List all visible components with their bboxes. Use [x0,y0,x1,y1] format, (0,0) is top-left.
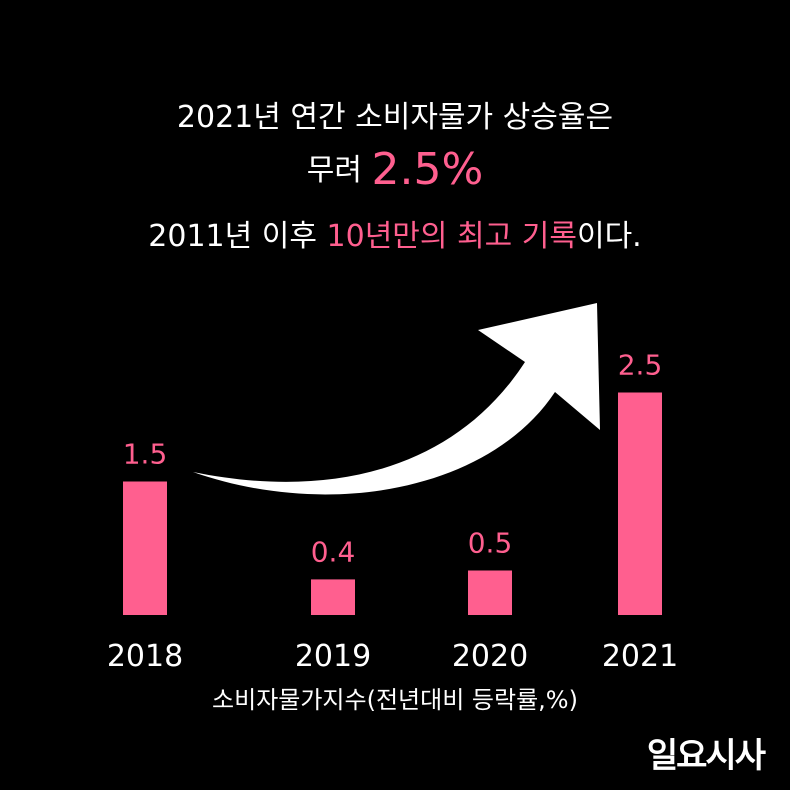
headline-line-2-prefix: 무려 [306,153,372,188]
headline-highlight-rate: 2.5% [371,144,484,195]
bars-group [123,392,662,615]
headline-line-3: 2011년 이후 10년만의 최고 기록이다. [0,211,790,255]
category-label-2020: 2020 [452,639,528,674]
category-label-2021: 2021 [602,639,678,674]
headline-line-1: 2021년 연간 소비자물가 상승율은 [176,100,614,135]
category-label-2019: 2019 [295,639,371,674]
value-label-2021: 2.5 [618,349,663,382]
headline-line-3-prefix: 2011년 이후 [148,219,327,254]
value-labels-group: 1.5 0.4 0.5 2.5 [123,349,663,569]
bar-2021 [618,392,662,615]
trend-arrow-icon [193,303,600,495]
publisher-logo: 일요시사 [646,736,766,776]
headline-line-3-highlight: 10년만의 최고 기록 [326,219,577,254]
x-axis-label: 소비자물가지수(전년대비 등락률,%) [212,686,578,714]
headline-line-2: 무려 2.5% [0,144,790,195]
value-label-2020: 0.5 [468,527,513,560]
bar-2019 [311,579,355,615]
headline-line-3-suffix: 이다. [576,219,642,254]
value-label-2019: 0.4 [311,535,356,568]
category-labels-group: 2018 2019 2020 2021 [107,639,678,674]
bar-2020 [468,570,512,615]
value-label-2018: 1.5 [123,438,168,471]
category-label-2018: 2018 [107,639,183,674]
bar-2018 [123,481,167,615]
